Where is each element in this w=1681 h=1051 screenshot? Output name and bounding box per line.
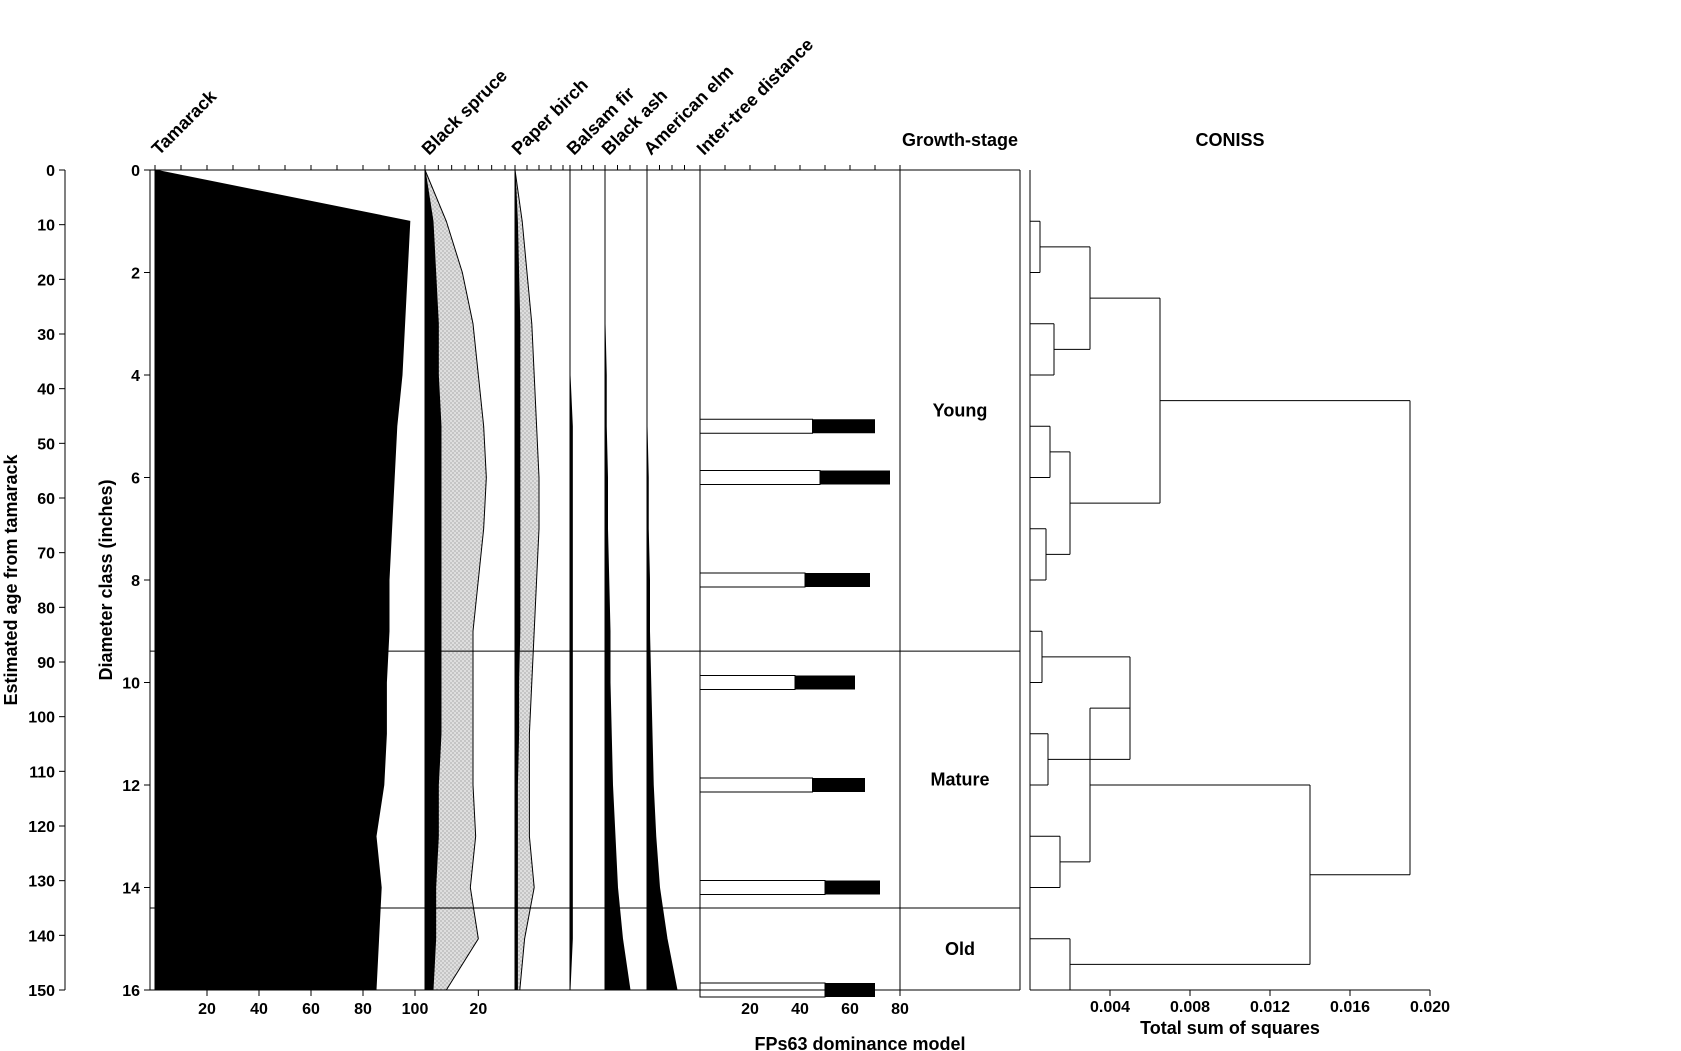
inter-tree-bar-open bbox=[700, 419, 813, 433]
tamarack-xtick: 60 bbox=[302, 1001, 320, 1018]
coniss-xtick: 0.016 bbox=[1330, 999, 1370, 1016]
tamarack-xtick: 40 bbox=[250, 1001, 268, 1018]
inter-tree-bar-solid bbox=[820, 471, 890, 485]
diam-tick: 4 bbox=[131, 368, 140, 385]
growth-stage-old: Old bbox=[945, 939, 975, 959]
growth-stage-young: Young bbox=[933, 401, 988, 421]
growth-stage-mature: Mature bbox=[930, 770, 989, 790]
age-tick: 130 bbox=[28, 874, 55, 891]
inter-tree-bar-open bbox=[700, 573, 805, 587]
inter-tree-bar-solid bbox=[795, 676, 855, 690]
inter-tree-bar-solid bbox=[825, 881, 880, 895]
coniss-x-title: Total sum of squares bbox=[1140, 1018, 1320, 1038]
age-tick: 0 bbox=[46, 163, 55, 180]
age-tick: 100 bbox=[28, 710, 55, 727]
age-tick: 140 bbox=[28, 928, 55, 945]
diam-tick: 16 bbox=[122, 983, 140, 1000]
coniss-xtick: 0.012 bbox=[1250, 999, 1290, 1016]
tamarack-xtick: 20 bbox=[198, 1001, 216, 1018]
inter_tree-xtick: 40 bbox=[791, 1001, 809, 1018]
coniss-xtick: 0.008 bbox=[1170, 999, 1210, 1016]
coniss-title: CONISS bbox=[1195, 130, 1264, 150]
black_ash-silhouette bbox=[605, 170, 630, 990]
growth-stage-title: Growth-stage bbox=[902, 130, 1018, 150]
diam-tick: 6 bbox=[131, 471, 140, 488]
black_spruce-xtick: 20 bbox=[469, 1001, 487, 1018]
inter-tree-bar-open bbox=[700, 676, 795, 690]
age-tick: 50 bbox=[37, 436, 55, 453]
inter-tree-bar-open bbox=[700, 881, 825, 895]
age-tick: 20 bbox=[37, 272, 55, 289]
inter-tree-bar-solid bbox=[813, 778, 866, 792]
diam-tick: 10 bbox=[122, 676, 140, 693]
age-tick: 60 bbox=[37, 491, 55, 508]
coniss-xtick: 0.004 bbox=[1090, 999, 1130, 1016]
inter-tree-bar-open bbox=[700, 778, 813, 792]
age-tick: 70 bbox=[37, 546, 55, 563]
diam-tick: 12 bbox=[122, 778, 140, 795]
age-tick: 90 bbox=[37, 655, 55, 672]
inter-tree-bar-solid bbox=[805, 573, 870, 587]
diam-tick: 8 bbox=[131, 573, 140, 590]
tamarack-label: Tamarack bbox=[148, 85, 221, 158]
inter-tree-bar-solid bbox=[813, 419, 876, 433]
age-tick: 120 bbox=[28, 819, 55, 836]
age-tick: 10 bbox=[37, 218, 55, 235]
coniss-xtick: 0.020 bbox=[1410, 999, 1450, 1016]
tamarack-xtick: 100 bbox=[402, 1001, 429, 1018]
tamarack-xtick: 80 bbox=[354, 1001, 372, 1018]
stratigraphic-diagram: 0102030405060708090100110120130140150Est… bbox=[0, 0, 1681, 1051]
diam-tick: 14 bbox=[122, 881, 140, 898]
inter_tree-xtick: 20 bbox=[741, 1001, 759, 1018]
tamarack-silhouette bbox=[155, 170, 410, 990]
diam-tick: 2 bbox=[131, 266, 140, 283]
black_spruce-label: Black spruce bbox=[418, 65, 511, 158]
diam-tick: 0 bbox=[131, 163, 140, 180]
age-tick: 110 bbox=[29, 764, 55, 781]
american_elm-silhouette bbox=[647, 170, 677, 990]
age-tick: 40 bbox=[37, 382, 55, 399]
figure-footer: FPs63 dominance model bbox=[754, 1034, 965, 1051]
age-axis-title: Estimated age from tamarack bbox=[1, 453, 21, 705]
age-tick: 30 bbox=[37, 327, 55, 344]
age-tick: 150 bbox=[28, 983, 55, 1000]
diameter-axis-title: Diameter class (inches) bbox=[96, 479, 116, 680]
inter-tree-bar-open bbox=[700, 471, 820, 485]
balsam_fir-silhouette bbox=[570, 170, 572, 990]
inter_tree-xtick: 80 bbox=[891, 1001, 909, 1018]
inter_tree-xtick: 60 bbox=[841, 1001, 859, 1018]
age-tick: 80 bbox=[37, 600, 55, 617]
